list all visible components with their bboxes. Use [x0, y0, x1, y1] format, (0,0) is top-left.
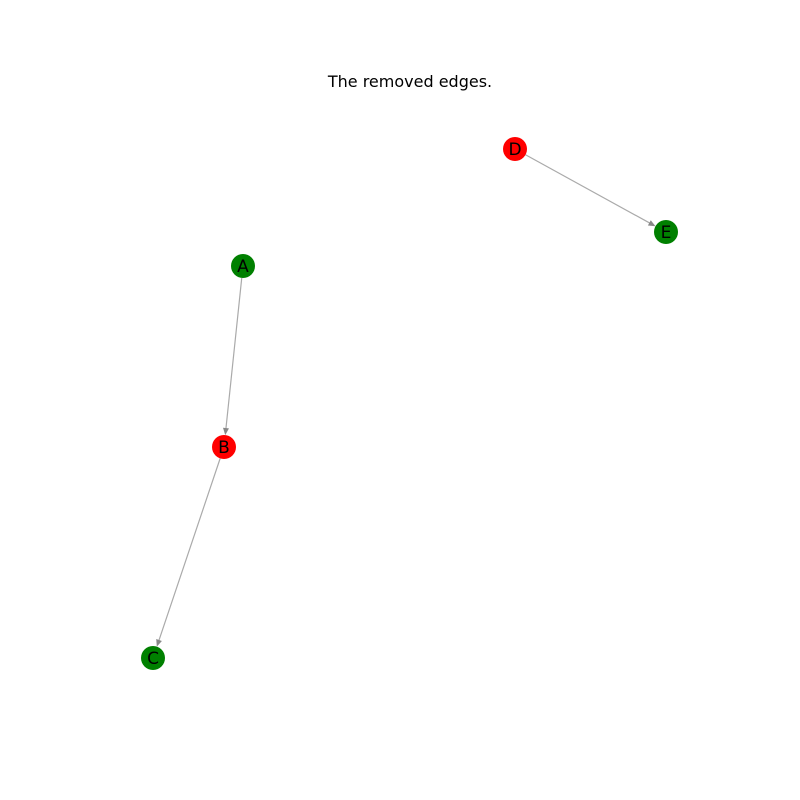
node-label: B — [218, 438, 230, 458]
node-e: E — [654, 220, 678, 244]
node-circle — [141, 646, 165, 670]
node-c: C — [141, 646, 165, 670]
edge-b-c — [156, 458, 221, 647]
node-label: C — [147, 649, 159, 669]
node-d: D — [503, 137, 527, 161]
node-label: E — [661, 223, 672, 243]
node-a: A — [231, 254, 255, 278]
edge-d-e — [525, 154, 656, 227]
edge-line — [225, 277, 243, 430]
arrowhead-icon — [156, 639, 162, 647]
diagram-title: The removed edges. — [327, 72, 493, 91]
arrowhead-icon — [647, 220, 656, 227]
arrowhead-icon — [222, 427, 229, 436]
node-label: A — [237, 257, 249, 277]
node-circle — [654, 220, 678, 244]
edge-line — [525, 154, 651, 224]
edges-layer — [156, 154, 656, 647]
node-b: B — [212, 435, 236, 459]
node-circle — [212, 435, 236, 459]
node-label: D — [508, 140, 521, 160]
nodes-layer: A B C D E — [141, 137, 678, 670]
node-circle — [231, 254, 255, 278]
node-circle — [503, 137, 527, 161]
edge-line — [158, 458, 221, 642]
edge-a-b — [222, 277, 243, 436]
